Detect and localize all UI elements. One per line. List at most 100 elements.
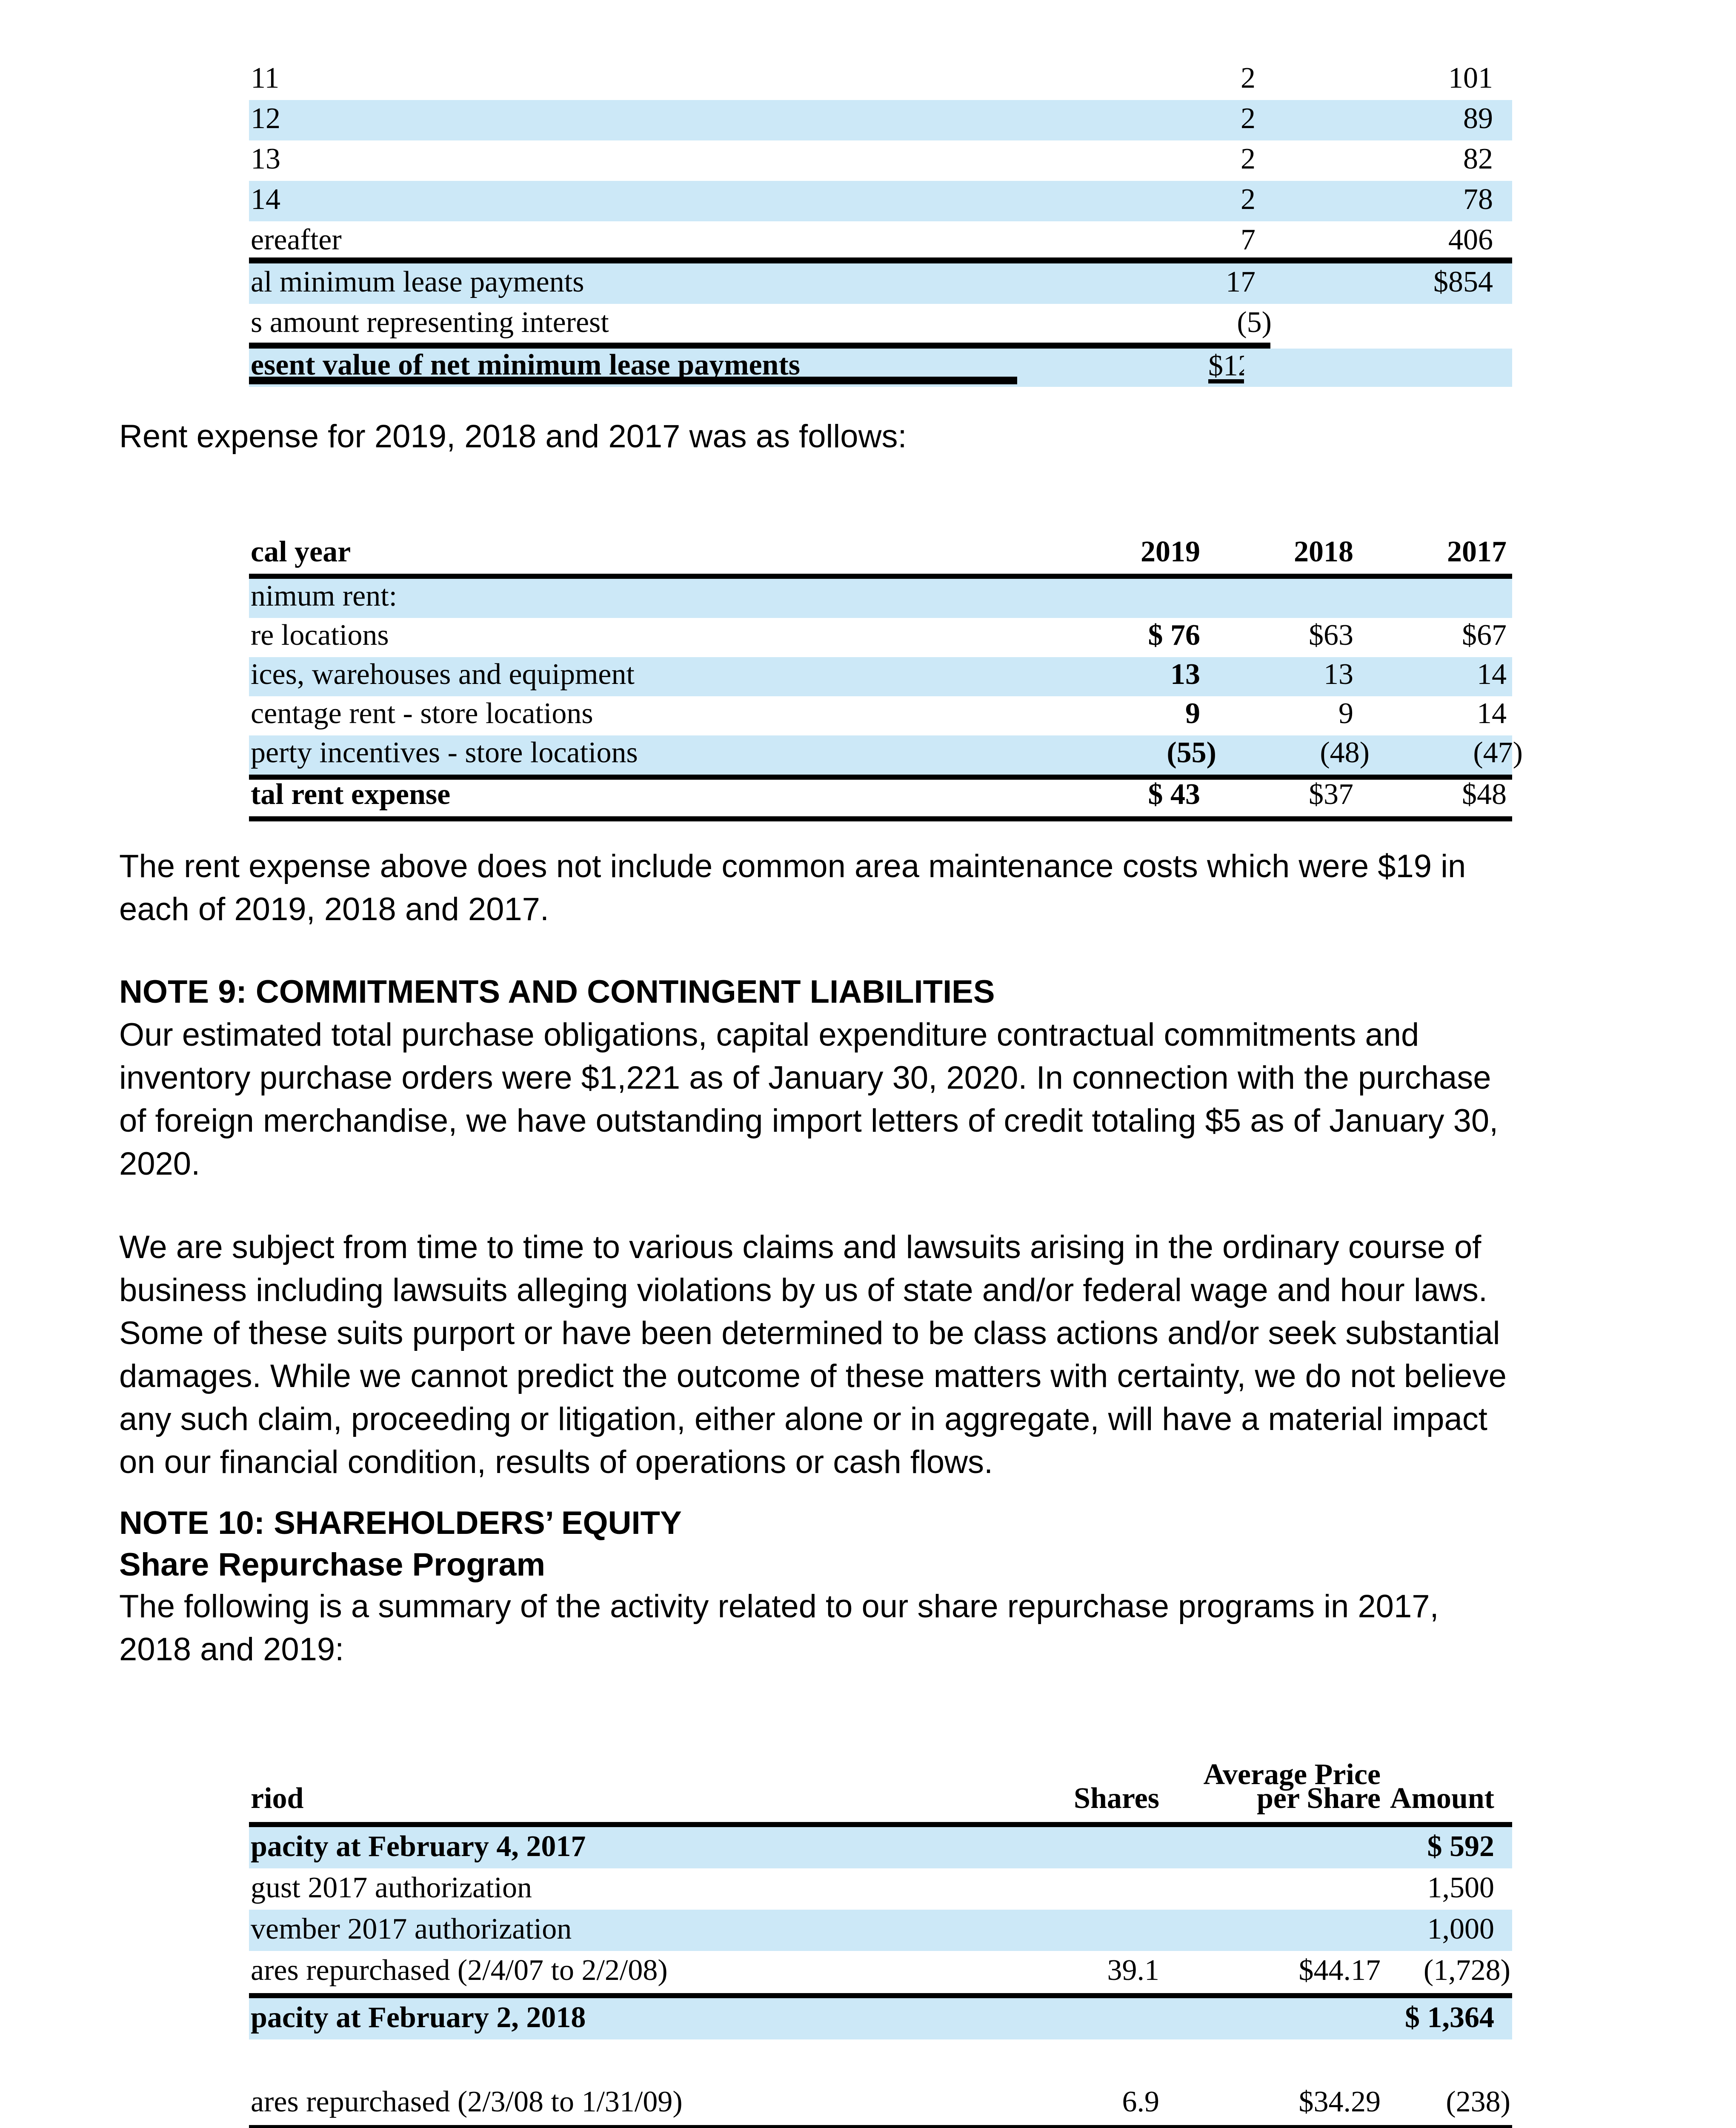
shares-value: 6.9 xyxy=(1122,2085,1160,2118)
row-label: pacity at February 4, 2017 xyxy=(251,1830,586,1863)
capital-leases-value: 17 xyxy=(1226,266,1256,298)
table-header-row: riod Shares per Share Amount xyxy=(249,1782,1512,1820)
rent-note-paragraph: The rent expense above does not include … xyxy=(119,848,1466,927)
row-label: centage rent - store locations xyxy=(251,697,593,730)
value-2017: 14 xyxy=(1477,697,1507,730)
amount-value: (238) xyxy=(1446,2085,1510,2118)
label-bottom-rule xyxy=(249,377,1017,384)
row-label: ices, warehouses and equipment xyxy=(251,658,635,691)
table-row-total-rent-expense: tal rent expense $ 43 $37 $48 xyxy=(249,780,1512,816)
capital-leases-value: 2 xyxy=(1241,62,1256,94)
operating-leases-value: 78 xyxy=(1463,183,1493,216)
value-2017: 14 xyxy=(1477,658,1507,691)
table-row-august-2017-authorization: gust 2017 authorization 1,500 xyxy=(249,1868,1512,1910)
capital-leases-value: 7 xyxy=(1241,223,1256,256)
share-repurchase-subheading: Share Repurchase Program xyxy=(119,1547,546,1583)
table-header-row: cal year 2019 2018 2017 xyxy=(249,535,1512,574)
row-label: al minimum lease payments xyxy=(251,266,584,298)
table-row-shares-repurchased-2007: ares repurchased (2/4/07 to 2/2/08) 39.1… xyxy=(249,1951,1512,1992)
row-label: 13 xyxy=(251,143,280,175)
table-rule xyxy=(249,574,1512,579)
table-row-property-incentives: perty incentives - store locations (55) … xyxy=(249,735,1523,775)
value-2018: 13 xyxy=(1324,658,1353,691)
amount-value: $ 592 xyxy=(1427,1830,1495,1863)
operating-leases-value: 82 xyxy=(1463,143,1493,175)
share-repurchase-table: Average Price riod Shares per Share Amou… xyxy=(249,1760,1512,2128)
table-rule xyxy=(249,1993,1512,1998)
row-label: esent value of net minimum lease payment… xyxy=(251,349,801,381)
table-row-less-interest: s amount representing interest (5) xyxy=(249,304,1512,344)
operating-leases-value: $854 xyxy=(1433,266,1493,298)
table-row-total-minimum-lease-payments: al minimum lease payments 17 $854 xyxy=(249,263,1512,304)
row-label: nimum rent: xyxy=(251,580,398,612)
value-2019: 13 xyxy=(1170,658,1200,691)
shares-header: Shares xyxy=(1074,1782,1159,1815)
operating-leases-value: 406 xyxy=(1448,223,1493,256)
value-underline xyxy=(1208,379,1244,383)
fiscal-year-header: cal year xyxy=(251,535,351,568)
row-label: 12 xyxy=(251,102,280,135)
price-value: $44.17 xyxy=(1298,1954,1381,1987)
table-row: 12 2 89 xyxy=(249,100,1512,140)
value-2018: $63 xyxy=(1309,619,1353,652)
rent-expense-table: cal year 2019 2018 2017 nimum rent: re l… xyxy=(249,535,1523,821)
table-row-offices-warehouses: ices, warehouses and equipment 13 13 14 xyxy=(249,657,1512,696)
value-2018: (48) xyxy=(1320,736,1370,769)
row-label: gust 2017 authorization xyxy=(251,1871,532,1904)
year-2019-header: 2019 xyxy=(1141,535,1200,568)
note9-paragraph-1: Our estimated total purchase obligations… xyxy=(119,1017,1499,1182)
capital-leases-value: (5) xyxy=(1237,306,1272,339)
value-2018: $37 xyxy=(1309,778,1353,811)
row-label: ares repurchased (2/3/08 to 1/31/09) xyxy=(251,2085,683,2118)
row-label: ereafter xyxy=(251,223,342,256)
row-label: pacity at February 2, 2018 xyxy=(251,2001,586,2034)
rent-expense-intro: Rent expense for 2019, 2018 and 2017 was… xyxy=(119,418,907,455)
value-2019: (55) xyxy=(1167,736,1216,769)
note10-heading: NOTE 10: SHAREHOLDERS’ EQUITY xyxy=(119,1505,682,1541)
table-row-shares-repurchased-2008: ares repurchased (2/3/08 to 1/31/09) 6.9… xyxy=(249,2082,1512,2124)
table-row-store-locations: re locations $ 76 $63 $67 xyxy=(249,618,1512,657)
value-2019: 9 xyxy=(1185,697,1200,730)
table-rule xyxy=(249,2125,1512,2128)
year-2017-header: 2017 xyxy=(1447,535,1507,568)
row-label: perty incentives - store locations xyxy=(251,736,638,769)
table-rule xyxy=(249,775,1512,780)
row-label: re locations xyxy=(251,619,389,652)
row-label: 14 xyxy=(251,183,280,216)
capital-leases-value: 2 xyxy=(1241,143,1256,175)
table-row-capacity-feb-4-2017: pacity at February 4, 2017 $ 592 xyxy=(249,1827,1512,1868)
lease-payments-table: 11 2 101 12 2 89 13 2 82 14 2 78 ereafte… xyxy=(249,60,1512,387)
table-rule-partial xyxy=(249,343,1270,349)
table-row-november-2017-authorization: vember 2017 authorization 1,000 xyxy=(249,1910,1512,1951)
shares-value: 39.1 xyxy=(1107,1954,1160,1987)
table-row: 11 2 101 xyxy=(249,60,1512,100)
row-label: tal rent expense xyxy=(251,778,451,811)
amount-value: 1,000 xyxy=(1427,1913,1495,1945)
amount-value: (1,728) xyxy=(1423,1954,1510,1987)
operating-leases-value: 101 xyxy=(1448,62,1493,94)
period-header: riod xyxy=(251,1782,304,1815)
note9-heading: NOTE 9: COMMITMENTS AND CONTINGENT LIABI… xyxy=(119,974,995,1010)
table-row-percentage-rent: centage rent - store locations 9 9 14 xyxy=(249,696,1512,735)
share-repurchase-intro: The following is a summary of the activi… xyxy=(119,1588,1439,1668)
value-2017: $48 xyxy=(1462,778,1507,811)
amount-value: $ 1,364 xyxy=(1405,2001,1494,2034)
capital-leases-value: 2 xyxy=(1241,183,1256,216)
value-2017: (47) xyxy=(1473,736,1523,769)
value-2019: $ 76 xyxy=(1148,619,1201,652)
amount-header: Amount xyxy=(1390,1782,1494,1815)
row-label: 11 xyxy=(251,62,280,94)
table-row: 14 2 78 xyxy=(249,181,1512,221)
year-2018-header: 2018 xyxy=(1294,535,1353,568)
amount-value: 1,500 xyxy=(1427,1871,1495,1904)
table-rule xyxy=(249,257,1512,263)
row-label: s amount representing interest xyxy=(251,306,609,339)
table-row-capacity-feb-2-2018: pacity at February 2, 2018 $ 1,364 xyxy=(249,1998,1512,2039)
table-row-minimum-rent: nimum rent: xyxy=(249,579,1512,618)
table-rule xyxy=(249,1822,1512,1827)
avg-price-header-line1: Average Price xyxy=(1203,1758,1381,1791)
present-value-amount: $12 xyxy=(1208,351,1244,381)
table-row-thereafter: ereafter 7 406 xyxy=(249,221,1512,262)
value-2019: $ 43 xyxy=(1148,778,1201,811)
